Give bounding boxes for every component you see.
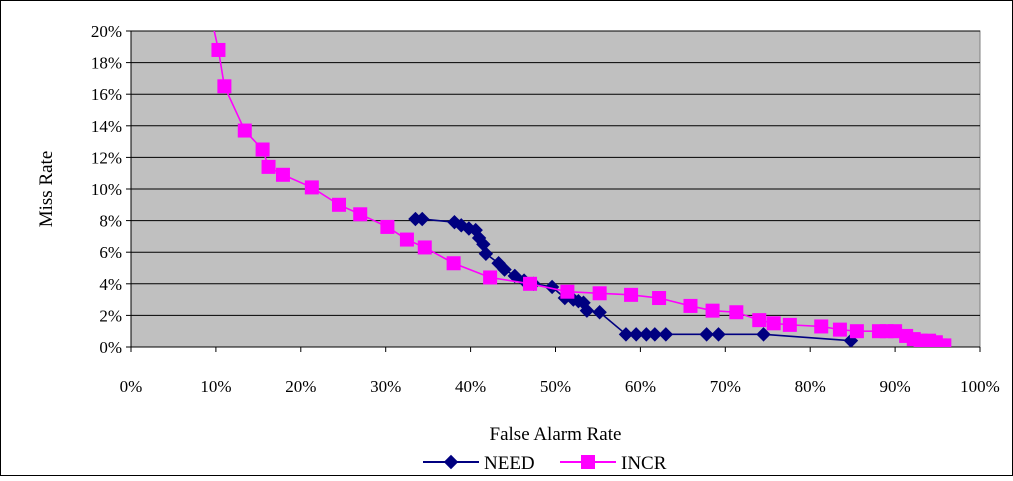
x-tick-label: 40% (455, 377, 486, 396)
data-point (592, 305, 607, 320)
y-axis-title: Miss Rate (36, 151, 57, 228)
data-point (658, 327, 674, 342)
data-point (332, 197, 347, 212)
data-point (652, 291, 667, 306)
y-tick-label: 0% (99, 338, 122, 357)
data-point (937, 338, 952, 347)
data-point (647, 327, 663, 342)
x-tick-label: 10% (200, 377, 231, 396)
data-point (446, 256, 461, 271)
series-incr (211, 31, 952, 347)
y-tick-label: 18% (91, 54, 122, 73)
x-axis-title: False Alarm Rate (490, 424, 622, 445)
data-point (255, 142, 270, 157)
data-point (624, 287, 639, 302)
data-point (782, 317, 797, 332)
x-tick-label: 50% (540, 377, 571, 396)
series (211, 31, 952, 347)
x-tick-label: 90% (880, 377, 911, 396)
data-point (261, 159, 276, 174)
legend-item: NEED (423, 453, 535, 474)
legend-marker (443, 454, 459, 470)
data-point (478, 246, 494, 261)
y-tick-label: 16% (91, 85, 122, 104)
data-point (832, 322, 847, 337)
data-point (507, 268, 522, 284)
data-point (849, 324, 864, 339)
data-point (497, 262, 512, 277)
data-point (399, 232, 414, 247)
data-point (756, 327, 771, 342)
data-point (683, 298, 698, 313)
y-tick-label: 10% (91, 180, 122, 199)
y-tick-label: 2% (99, 306, 122, 325)
y-tick-label: 14% (91, 117, 122, 136)
data-point (766, 316, 781, 331)
legend-marker (581, 455, 595, 469)
data-point (304, 180, 319, 195)
legend-item: INCR (560, 453, 667, 474)
data-point (275, 167, 290, 182)
x-tick-label: 100% (960, 377, 1000, 396)
x-tick-label: 70% (710, 377, 741, 396)
data-point (705, 303, 720, 318)
series-need (408, 211, 859, 347)
data-point (699, 327, 714, 342)
data-point (592, 286, 607, 301)
legend: NEED INCR (423, 453, 667, 474)
y-tick-label: 6% (99, 243, 122, 262)
data-point (417, 240, 432, 255)
x-tick-label: 80% (795, 377, 826, 396)
data-point (628, 327, 644, 342)
data-point (711, 327, 726, 342)
data-point (211, 42, 226, 57)
y-tick-label: 12% (91, 148, 122, 167)
grid-lines (126, 30, 981, 352)
data-point (380, 219, 395, 234)
x-tick-labels: 0% 10% 20% 30% 40% 50% 60% 70% 80% 90% 100% (120, 377, 1000, 396)
legend-label: NEED (484, 453, 535, 474)
data-point (560, 284, 575, 299)
data-point (752, 313, 767, 328)
y-tick-labels: 0% 2% 4% 6% 8% 10% 12% 14% 16% 18% 20% (91, 22, 122, 357)
x-tick-label: 20% (285, 377, 316, 396)
data-point (483, 270, 498, 285)
data-point (814, 319, 829, 334)
data-point (217, 79, 232, 94)
data-point (237, 123, 252, 138)
x-tick-label: 60% (625, 377, 656, 396)
legend-label: INCR (621, 453, 667, 474)
x-tick-label: 30% (370, 377, 401, 396)
x-tick-label: 0% (120, 377, 143, 396)
data-point (618, 327, 634, 342)
data-point (579, 303, 595, 318)
y-tick-label: 20% (91, 22, 122, 41)
data-point (729, 305, 744, 320)
data-point (523, 276, 538, 291)
y-tick-label: 4% (99, 275, 122, 294)
y-tick-label: 8% (99, 212, 122, 231)
data-point (414, 211, 430, 227)
data-point (843, 333, 859, 347)
data-point (544, 279, 560, 295)
data-point (353, 207, 368, 222)
